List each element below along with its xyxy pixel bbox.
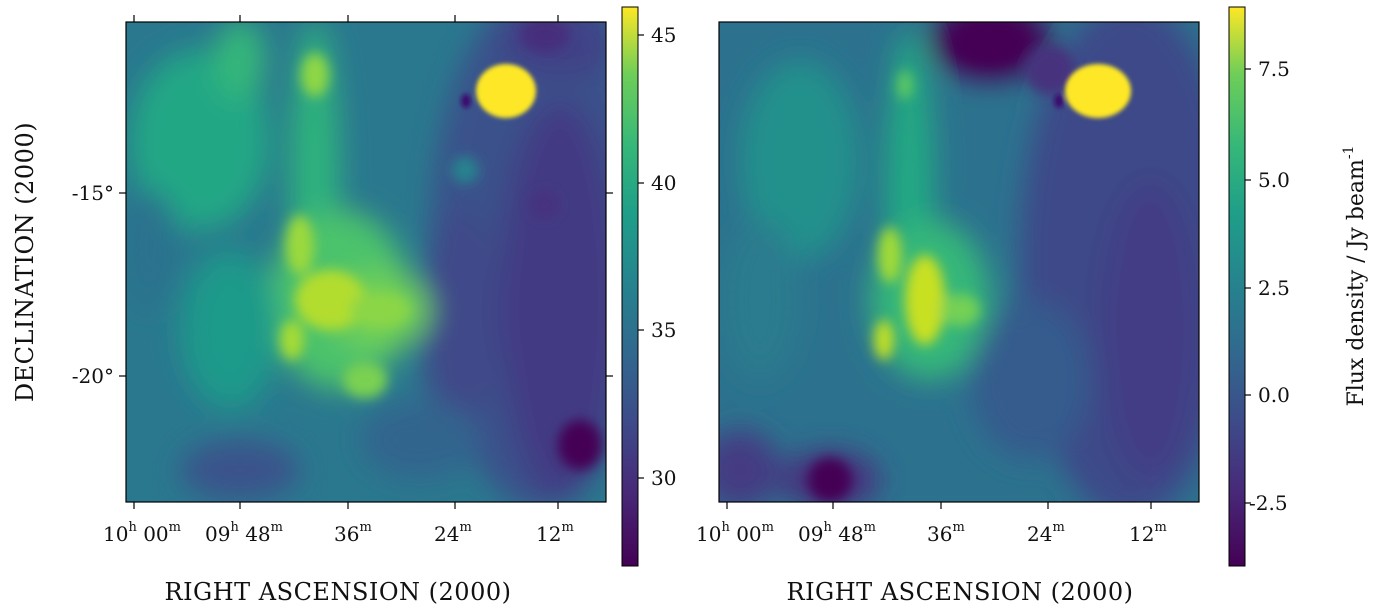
right-heatmap [718,21,1200,503]
x-tick-label: 36m [927,520,965,546]
x-tick-label: 24m [434,520,472,546]
right-colorbar: 7.5 5.0 2.5 0.0 -2.5 Flux density / Jy b… [1228,6,1369,567]
left-y-tick-label: -20° [72,364,114,388]
x-tick-label: 12m [536,520,574,546]
x-tick-label: 09h 48m [798,520,876,546]
y-axis-label: DECLINATION (2000) [11,122,39,402]
colorbar-axis-label: Flux density / Jy beam-1 [1341,145,1369,406]
colorbar-tick-label: 30 [651,466,676,490]
x-tick-label: 12m [1129,520,1167,546]
x-tick-label: 36m [334,520,372,546]
colorbar-tick-label: 5.0 [1258,168,1290,192]
right-x-axis-label: RIGHT ASCENSION (2000) [787,578,1134,606]
colorbar-tick-label: 7.5 [1258,57,1290,81]
colorbar-tick-label: 45 [651,23,676,47]
x-tick-label: 10h 00m [696,520,774,546]
left-colorbar: 45 40 35 30 [621,6,676,567]
colorbar-tick-label: 40 [651,171,676,195]
left-x-tick-labels: 10h 00m 09h 48m 36m 24m 12m [103,520,574,546]
x-tick-label: 24m [1027,520,1065,546]
left-y-tick-label: -15° [72,181,114,205]
left-axes [119,15,613,509]
right-x-tick-labels: 10h 00m 09h 48m 36m 24m 12m [696,520,1167,546]
x-tick-label: 09h 48m [205,520,283,546]
right-axes [726,502,1152,509]
colorbar-tick-label: -2.5 [1249,491,1288,515]
x-tick-label: 10h 00m [103,520,181,546]
colorbar-tick-label: 2.5 [1258,276,1290,300]
left-heatmap [125,21,607,503]
colorbar-tick-label: 35 [651,318,676,342]
left-x-axis-label: RIGHT ASCENSION (2000) [165,578,512,606]
colorbar-tick-label: 0.0 [1258,383,1290,407]
